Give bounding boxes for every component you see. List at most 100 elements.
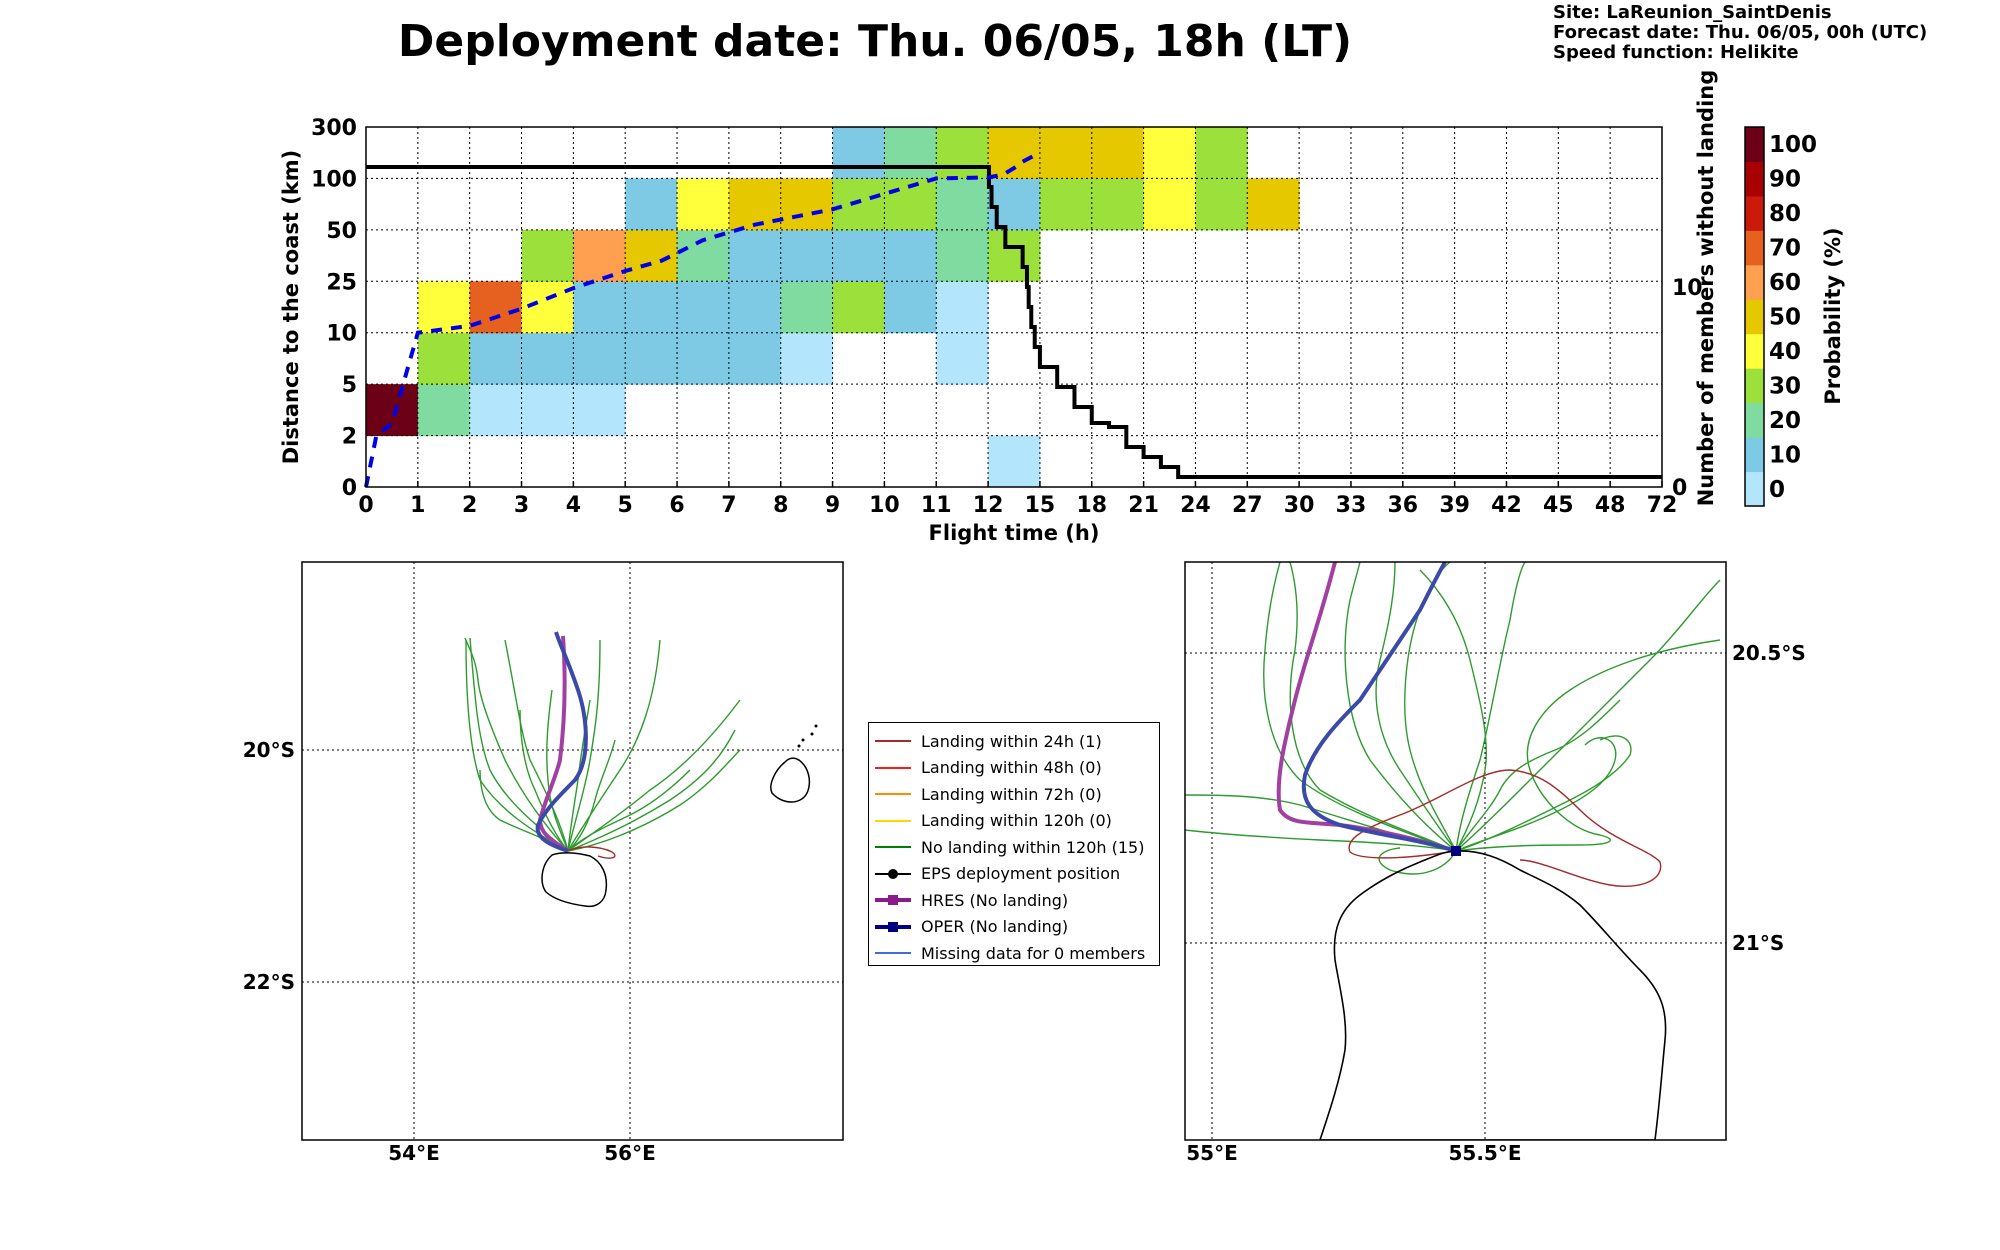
- heatmap-cell: [1039, 127, 1093, 179]
- heatmap-cell: [573, 332, 626, 385]
- heatmap-cell: [469, 281, 523, 334]
- hres-trajectory: [1276, 562, 1457, 853]
- oper-trajectory: [1301, 562, 1457, 853]
- heatmap-cell: [780, 332, 834, 385]
- colorbar-block: [1745, 471, 1764, 507]
- colorbar-tick-label: 80: [1769, 201, 1801, 227]
- lon-label-54: 54°E: [388, 1141, 440, 1165]
- small-islands: [797, 724, 818, 748]
- heatmap-cell: [469, 384, 523, 437]
- x-tick-label: 18: [1076, 493, 1107, 518]
- legend-item: Landing within 120h (0): [875, 808, 1153, 835]
- x-tick-label: 12: [973, 493, 1004, 518]
- legend-label: OPER (No landing): [921, 917, 1069, 937]
- legend-swatch: [875, 840, 911, 854]
- heatmap-cell: [936, 127, 989, 179]
- legend-item: Missing data for 0 members: [875, 940, 1153, 967]
- legend-swatch: [875, 787, 911, 801]
- legend-label: Landing within 72h (0): [921, 784, 1102, 804]
- x-tick-label: 10: [869, 493, 900, 518]
- heatmap-cell: [832, 178, 885, 231]
- x-tick-label: 27: [1232, 493, 1263, 518]
- heatmap-cell: [417, 384, 471, 437]
- reunion-island: [541, 852, 608, 908]
- y-tick-label: 50: [326, 219, 357, 244]
- colorbar-tick-label: 90: [1769, 167, 1801, 193]
- heatmap-cell: [677, 229, 730, 282]
- x-tick-label: 5: [618, 493, 633, 518]
- x-tick-label: 45: [1543, 493, 1574, 518]
- x-tick-label: 24: [1180, 493, 1211, 518]
- lat-label-20: 20°S: [243, 738, 295, 762]
- colorbar-tick-label: 60: [1769, 270, 1801, 296]
- heatmap-cell: [832, 281, 885, 334]
- colorbar: 0 10 20 30 40 50 60 70 80 90 100 Probability (%): [1744, 126, 1845, 507]
- lon-label-56: 56°E: [604, 1141, 656, 1165]
- legend-swatch: [875, 946, 911, 960]
- heatmap-cell: [936, 332, 989, 385]
- colorbar-tick-label: 20: [1769, 408, 1801, 434]
- heatmap-cell: [936, 281, 989, 334]
- reunion-coastline: [1319, 850, 1667, 1140]
- heatmap-cell: [625, 281, 678, 334]
- heatmap-cell: [832, 229, 885, 282]
- legend-label: HRES (No landing): [921, 890, 1069, 910]
- heatmap-cell: [832, 127, 885, 179]
- x-tick-label: 48: [1595, 493, 1626, 518]
- colorbar-block: [1745, 195, 1764, 231]
- x-axis-label: Flight time (h): [929, 521, 1100, 545]
- colorbar-tick-labels: 0 10 20 30 40 50 60 70 80 90 100: [1769, 132, 1817, 503]
- landing-trajectory: [567, 846, 616, 859]
- x-tick-label: 15: [1025, 493, 1056, 518]
- colorbar-block: [1745, 230, 1764, 266]
- overview-map: 54°E 56°E 20°S 22°S: [243, 561, 844, 1165]
- y2-tick-labels: 0 10: [1672, 276, 1703, 501]
- legend-label: No landing within 120h (15): [921, 837, 1145, 857]
- x-tick-label: 7: [721, 493, 736, 518]
- y-tick-label: 0: [342, 476, 357, 501]
- x-tick-label: 8: [773, 493, 788, 518]
- plot-frame: [365, 126, 1663, 488]
- legend-item: OPER (No landing): [875, 914, 1153, 941]
- heatmap-cell: [625, 332, 678, 385]
- heatmap-cell: [728, 229, 782, 282]
- ensemble-trajectories: [464, 637, 741, 852]
- legend-swatch: [875, 920, 911, 934]
- speed-function-label: Speed function: Helikite: [1553, 42, 1799, 63]
- heatmap-cell: [1247, 178, 1300, 231]
- heatmap-cell: [366, 384, 419, 437]
- forecast-date-label: Forecast date: Thu. 06/05, 00h (UTC): [1553, 22, 1928, 43]
- site-label: Site: LaReunion_SaintDenis: [1553, 2, 1832, 23]
- heatmap-cell: [625, 178, 678, 231]
- colorbar-block: [1745, 161, 1764, 197]
- colorbar-block: [1745, 264, 1764, 300]
- y-tick-label: 25: [326, 270, 357, 295]
- legend-item: EPS deployment position: [875, 861, 1153, 888]
- heatmap-cell: [417, 281, 471, 334]
- colorbar-frame: [1744, 126, 1765, 507]
- x-tick-label: 21: [1128, 493, 1159, 518]
- x-tick-labels: 0 1 2 3 4 5 6 7 8 9 10 11 12 15 18 21 24 27 30 33 36 39 42 45 48…: [358, 481, 1677, 518]
- heatmap-cell: [988, 435, 1041, 488]
- heatmap-cell: [988, 229, 1041, 282]
- heatmap-cell: [573, 229, 626, 282]
- landing-trajectory: [1348, 769, 1662, 887]
- legend-swatch: [875, 734, 911, 748]
- heatmap-cell: [780, 281, 834, 334]
- colorbar-block: [1745, 402, 1764, 438]
- colorbar-tick-label: 50: [1769, 305, 1801, 331]
- colorbar-block: [1745, 368, 1764, 404]
- heatmap-cell: [521, 229, 574, 282]
- x-tick-label: 0: [358, 493, 373, 518]
- colorbar-tick-label: 30: [1769, 373, 1801, 399]
- y-tick-label: 10: [326, 322, 357, 347]
- lat-label-22: 22°S: [243, 970, 295, 994]
- x-tick-label: 9: [825, 493, 840, 518]
- ensemble-trajectories: [1185, 562, 1721, 875]
- zoomed-map: 55°E 55.5°E 20.5°S 21°S: [1184, 561, 1806, 1165]
- hres-trajectory: [537, 635, 570, 853]
- heatmap-cell: [728, 178, 782, 231]
- x-tick-label: 6: [669, 493, 684, 518]
- chart-title: Deployment date: Thu. 06/05, 18h (LT): [397, 16, 1353, 67]
